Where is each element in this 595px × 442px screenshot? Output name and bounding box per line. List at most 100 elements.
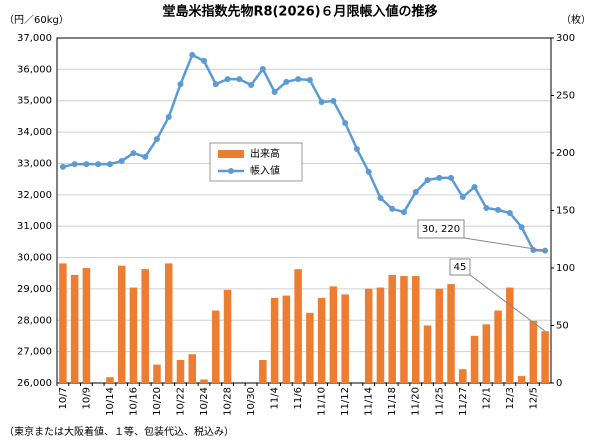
y2-tick-label: 50 [556,321,569,332]
x-tick-label: 11/6 [293,387,304,409]
y-tick-label: 36,000 [17,64,52,75]
bar [400,276,408,383]
x-tick-label: 10/14 [105,387,116,416]
line-marker [236,76,243,83]
legend-swatch [218,150,244,158]
legend-label: 帳入値 [250,164,280,177]
x-tick-label: 12/1 [481,387,492,409]
x-tick-label: 10/7 [58,387,69,409]
bar [329,286,338,383]
legend-swatch [228,168,234,174]
y2-tick-label: 100 [556,263,575,274]
bar [459,369,467,383]
bar [482,324,491,383]
x-tick-label: 11/12 [340,387,351,416]
bar [341,294,349,383]
bar [506,287,514,383]
line-marker [271,88,278,95]
line-marker [483,204,490,211]
x-tick-label: 10/28 [223,387,234,416]
line-marker [153,135,160,142]
bar [188,354,197,383]
y2-tick-label: 150 [556,206,575,217]
line-marker [142,153,149,160]
bar [270,297,279,383]
bar [200,379,208,383]
bar [294,269,302,383]
line-marker [212,81,219,88]
line-marker [248,82,255,89]
line-marker [389,205,396,212]
x-tick-label: 11/27 [458,387,469,416]
callout-box [417,219,465,239]
x-tick-label: 11/10 [317,387,328,416]
bar [447,284,455,383]
line-marker [189,51,196,58]
bar [129,287,138,383]
footnote: （東京または大阪着値、１等、包装代込、税込み） [4,425,234,438]
y-tick-label: 33,000 [17,158,52,169]
y-tick-label: 26,000 [17,378,52,389]
bar [212,310,220,383]
line-marker [177,81,184,88]
line-marker [330,98,337,105]
bar [282,295,291,383]
y2-tick-label: 200 [556,148,575,159]
y-unit: （円／60kg） [4,14,69,26]
line-marker [71,161,78,168]
line-marker [259,66,266,73]
value-label: 30, 220 [422,224,460,235]
x-tick-label: 11/4 [270,387,281,409]
y-tick-label: 32,000 [17,190,52,201]
bar [176,360,185,383]
line-marker [130,150,137,157]
legend-box [209,142,303,182]
bar [435,288,444,383]
bar [388,274,396,383]
x-tick-label: 10/20 [152,387,163,416]
bar [117,265,126,383]
line-marker [201,57,208,64]
line-marker [448,174,455,181]
bar [306,312,314,383]
line-marker [165,114,172,121]
y-tick-label: 29,000 [17,284,52,295]
y-tick-label: 35,000 [17,96,52,107]
line-marker [83,161,90,168]
x-tick-label: 10/9 [81,387,92,409]
bar [153,364,161,383]
x-tick-label: 12/5 [528,387,539,409]
line-marker [530,247,537,254]
x-tick-label: 11/20 [411,387,422,416]
line-marker [506,210,513,217]
y2-tick-label: 250 [556,91,575,102]
line-marker [295,76,302,83]
line-marker [306,77,313,84]
line-marker [459,194,466,201]
x-tick-label: 10/24 [199,387,210,416]
line-marker [95,161,102,168]
x-tick-label: 12/3 [505,387,516,409]
line-marker [318,98,325,105]
callout-leader [469,274,546,332]
x-tick-label: 10/22 [176,387,187,416]
bar [106,377,114,383]
line-marker [342,119,349,126]
bar [70,274,79,383]
line-marker [436,174,443,181]
line-marker [518,224,525,231]
y-tick-label: 37,000 [17,33,52,44]
x-tick-label: 10/30 [246,387,257,416]
bar [317,297,326,383]
y2-unit: （枚） [561,13,591,26]
bar [164,263,173,383]
y-tick-label: 31,000 [17,221,52,232]
line-marker [59,163,66,170]
line-marker [224,76,231,83]
y-tick-label: 34,000 [17,127,52,138]
bar [411,276,420,383]
x-tick-label: 11/25 [434,387,445,416]
bar [541,331,549,383]
line-marker [377,194,384,201]
bar [517,376,526,383]
